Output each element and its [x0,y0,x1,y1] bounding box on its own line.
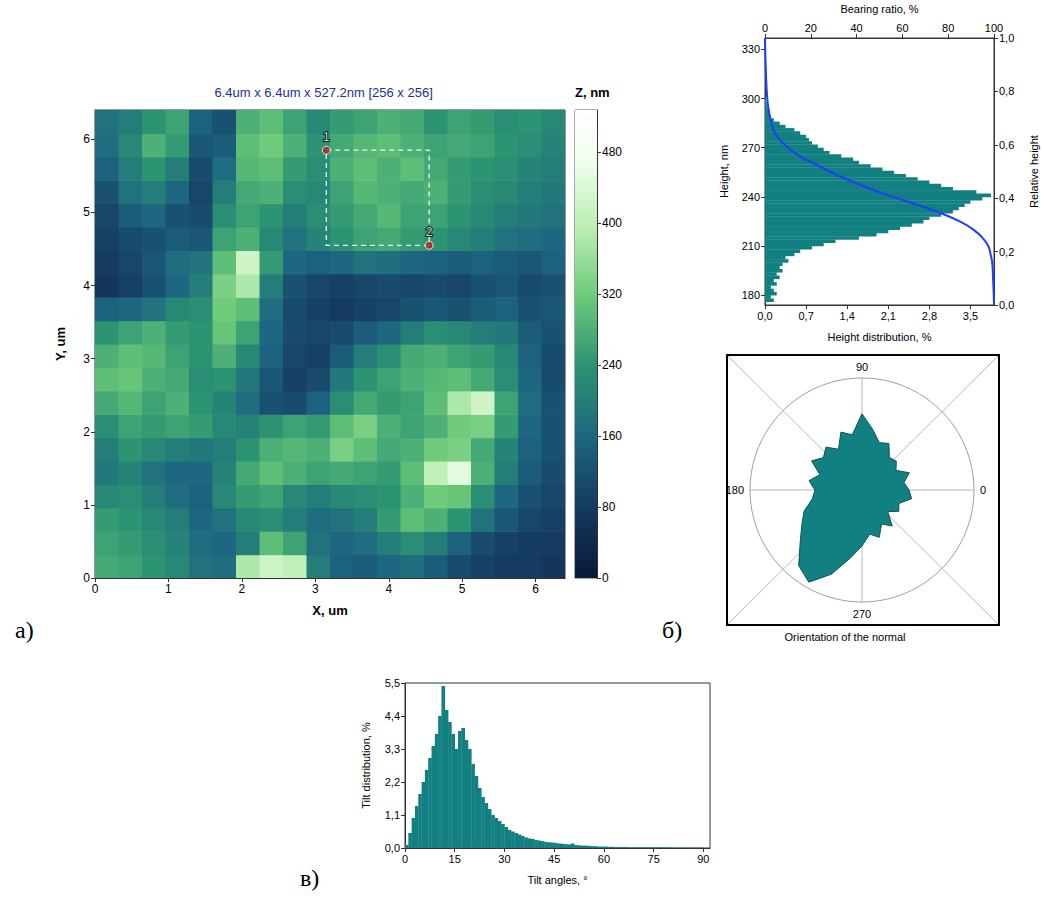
svg-text:330: 330 [742,43,760,55]
svg-text:0: 0 [402,853,408,865]
svg-text:90: 90 [856,361,868,373]
svg-text:0: 0 [980,484,986,496]
svg-text:б): б) [662,617,682,643]
svg-text:2: 2 [239,582,246,596]
svg-text:2,2: 2,2 [385,776,400,788]
svg-text:а): а) [15,617,34,643]
svg-text:1,4: 1,4 [840,310,855,322]
svg-text:45: 45 [548,853,560,865]
svg-text:2: 2 [83,425,90,439]
svg-text:0: 0 [83,571,90,585]
svg-text:4: 4 [385,582,392,596]
svg-text:320: 320 [602,287,622,301]
svg-text:6.4um x 6.4um x 527.2nm [256 x: 6.4um x 6.4um x 527.2nm [256 x 256] [215,85,433,100]
svg-text:270: 270 [742,142,760,154]
svg-text:0,0: 0,0 [385,842,400,854]
svg-text:0: 0 [92,582,99,596]
svg-text:75: 75 [648,853,660,865]
svg-text:Orientation of the normal: Orientation of the normal [785,631,906,643]
svg-text:Y, um: Y, um [53,327,68,361]
svg-text:20: 20 [805,22,817,34]
svg-text:4: 4 [83,279,90,293]
svg-text:90: 90 [697,853,709,865]
svg-text:2,8: 2,8 [922,310,937,322]
svg-text:1: 1 [165,582,172,596]
svg-text:Relative height: Relative height [1028,135,1040,208]
svg-text:3,3: 3,3 [385,743,400,755]
svg-text:160: 160 [602,429,622,443]
svg-text:X, um: X, um [312,603,347,618]
svg-text:2,1: 2,1 [881,310,896,322]
svg-text:60: 60 [598,853,610,865]
svg-text:Height distribution, %: Height distribution, % [828,331,932,343]
svg-text:60: 60 [896,22,908,34]
svg-text:80: 80 [942,22,954,34]
svg-text:40: 40 [850,22,862,34]
svg-text:5: 5 [83,205,90,219]
svg-text:4,4: 4,4 [385,710,400,722]
svg-text:80: 80 [602,500,616,514]
svg-text:0,6: 0,6 [999,139,1014,151]
svg-text:300: 300 [742,93,760,105]
svg-text:180: 180 [742,289,760,301]
svg-text:400: 400 [602,216,622,230]
svg-text:0,8: 0,8 [999,85,1014,97]
svg-text:1: 1 [83,498,90,512]
svg-text:240: 240 [742,191,760,203]
svg-text:2: 2 [426,225,433,239]
svg-text:Tilt distribution, %: Tilt distribution, % [360,722,372,809]
svg-text:1,0: 1,0 [999,32,1014,44]
svg-text:0,0: 0,0 [999,299,1014,311]
svg-text:Z, nm: Z, nm [575,85,610,100]
svg-text:100: 100 [985,22,1003,34]
svg-text:15: 15 [449,853,461,865]
svg-text:0: 0 [602,571,609,585]
svg-text:3: 3 [312,582,319,596]
svg-text:240: 240 [602,358,622,372]
svg-text:30: 30 [498,853,510,865]
svg-text:3: 3 [83,352,90,366]
svg-text:6: 6 [83,132,90,146]
svg-text:6: 6 [532,582,539,596]
svg-text:Bearing ratio, %: Bearing ratio, % [840,3,918,15]
svg-text:5: 5 [459,582,466,596]
svg-text:5,5: 5,5 [385,677,400,689]
svg-text:0: 0 [762,22,768,34]
svg-text:1: 1 [323,130,330,144]
svg-text:270: 270 [853,608,871,620]
svg-text:480: 480 [602,145,622,159]
svg-text:0,2: 0,2 [999,246,1014,258]
svg-text:0,7: 0,7 [798,310,813,322]
svg-text:Tilt angles, °: Tilt angles, ° [527,874,587,886]
svg-text:Height, nm: Height, nm [718,145,730,198]
svg-text:3,5: 3,5 [963,310,978,322]
svg-text:0,4: 0,4 [999,192,1014,204]
svg-text:1,1: 1,1 [385,809,400,821]
svg-text:в): в) [300,865,319,891]
svg-text:180: 180 [726,484,744,496]
svg-text:0,0: 0,0 [757,310,772,322]
svg-text:210: 210 [742,240,760,252]
